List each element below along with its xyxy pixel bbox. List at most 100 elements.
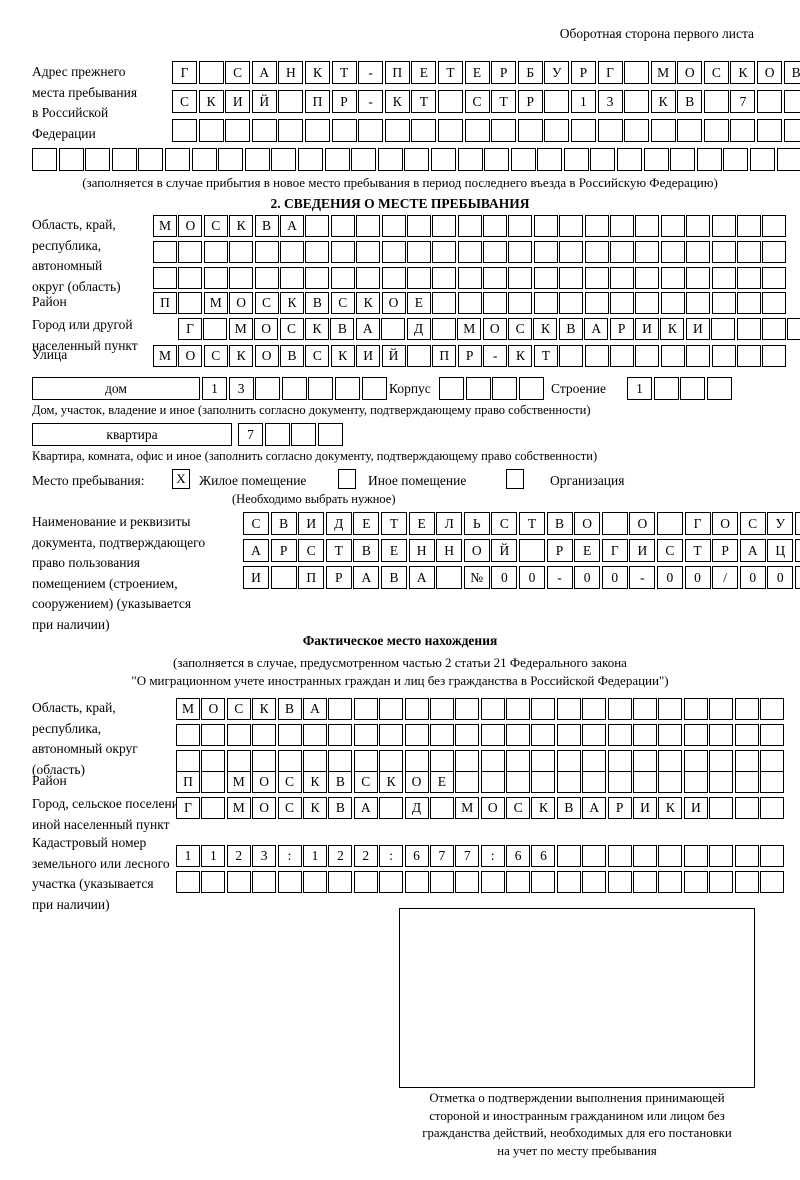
fact-district-cell-10[interactable]: О xyxy=(404,771,429,793)
prev-address-cell-14[interactable]: Б xyxy=(517,61,543,84)
document-cell-10[interactable]: С xyxy=(491,512,518,535)
prev-address-cell-10[interactable]: Е xyxy=(411,61,437,84)
prev-address-cell-1[interactable]: С xyxy=(172,90,197,113)
checkbox-residential[interactable]: X xyxy=(172,469,190,489)
document-cell-4[interactable]: Т xyxy=(325,539,352,562)
document-cell-9[interactable]: № xyxy=(463,566,490,589)
prev-address-cell-13[interactable]: Т xyxy=(491,90,517,113)
region-cell-8[interactable] xyxy=(330,241,355,263)
prev-address-cell-12[interactable] xyxy=(324,148,350,171)
cadastral-cell-24[interactable] xyxy=(759,871,784,893)
fact-region-cell-4[interactable] xyxy=(252,724,277,746)
cadastral-cell-23[interactable] xyxy=(734,871,759,893)
district-cell-5[interactable]: С xyxy=(254,292,279,314)
prev-address-row-3[interactable] xyxy=(172,119,800,142)
checkbox-other-premises[interactable] xyxy=(338,469,356,489)
cadastral-cell-7[interactable] xyxy=(328,871,353,893)
district-cell-13[interactable] xyxy=(457,292,482,314)
fact-region-cell-23[interactable] xyxy=(734,724,759,746)
city-cell-2[interactable] xyxy=(203,318,228,340)
cadastral-cell-19[interactable] xyxy=(633,845,658,867)
region-cell-4[interactable]: К xyxy=(229,215,254,237)
street-cell-19[interactable] xyxy=(610,345,635,367)
prev-address-cell-5[interactable]: Н xyxy=(278,61,304,84)
fact-city-cell-19[interactable]: И xyxy=(633,797,658,819)
prev-address-cell-1[interactable] xyxy=(32,148,57,171)
region-cell-23[interactable] xyxy=(711,215,736,237)
street-cell-15[interactable]: К xyxy=(508,345,533,367)
prev-address-cell-18[interactable] xyxy=(624,90,650,113)
stroenie-cells[interactable]: 1 xyxy=(627,377,733,400)
street-cell-12[interactable]: П xyxy=(432,345,457,367)
city-cell-14[interactable]: С xyxy=(508,318,533,340)
fact-region-cell-19[interactable] xyxy=(633,698,658,720)
document-cell-8[interactable]: Л xyxy=(436,512,463,535)
document-cell-17[interactable]: 0 xyxy=(684,566,711,589)
fact-region-cell-13[interactable] xyxy=(480,750,505,772)
region-cell-24[interactable] xyxy=(736,241,761,263)
street-cell-11[interactable] xyxy=(406,345,431,367)
prev-address-cell-17[interactable]: 3 xyxy=(597,90,623,113)
fact-region-cell-5[interactable]: В xyxy=(277,698,302,720)
prev-address-cell-24[interactable]: В xyxy=(783,61,800,84)
fact-region-cell-3[interactable] xyxy=(226,750,251,772)
district-cell-11[interactable]: Е xyxy=(406,292,431,314)
region-cell-14[interactable] xyxy=(483,267,508,289)
document-cell-13[interactable]: Е xyxy=(574,539,601,562)
cadastral-cell-15[interactable]: 6 xyxy=(531,845,556,867)
region-cell-11[interactable] xyxy=(406,241,431,263)
prev-address-cell-2[interactable] xyxy=(58,148,84,171)
cadastral-cell-18[interactable] xyxy=(607,871,632,893)
fact-district-cell-23[interactable] xyxy=(734,771,759,793)
prev-address-cell-6[interactable] xyxy=(164,148,190,171)
prev-address-cell-10[interactable] xyxy=(271,148,297,171)
region-cell-21[interactable] xyxy=(660,215,685,237)
fact-district-cell-5[interactable]: С xyxy=(277,771,302,793)
house-cell-2[interactable]: 3 xyxy=(228,377,254,400)
document-cell-3[interactable]: И xyxy=(298,512,325,535)
stroenie-cell-4[interactable] xyxy=(706,377,732,400)
cadastral-cell-11[interactable] xyxy=(429,871,454,893)
fact-district-cell-2[interactable] xyxy=(201,771,226,793)
district-cell-23[interactable] xyxy=(711,292,736,314)
fact-region-cell-18[interactable] xyxy=(607,724,632,746)
district-cell-25[interactable] xyxy=(762,292,787,314)
cadastral-cell-24[interactable] xyxy=(759,845,784,867)
prev-address-cell-12[interactable]: Е xyxy=(464,61,490,84)
prev-address-cell-11[interactable] xyxy=(437,90,463,113)
fact-region-cell-24[interactable] xyxy=(759,698,784,720)
fact-region-cell-11[interactable] xyxy=(429,698,454,720)
street-cell-20[interactable] xyxy=(635,345,660,367)
fact-district-cell-6[interactable]: К xyxy=(302,771,327,793)
district-cell-7[interactable]: В xyxy=(305,292,330,314)
house-cell-3[interactable] xyxy=(255,377,281,400)
region-cell-18[interactable] xyxy=(584,241,609,263)
document-cell-19[interactable]: А xyxy=(739,539,766,562)
fact-region-cell-12[interactable] xyxy=(455,698,480,720)
prev-address-cell-12[interactable] xyxy=(464,119,490,142)
prev-address-cell-8[interactable]: - xyxy=(358,61,384,84)
cadastral-cell-8[interactable]: 2 xyxy=(353,845,378,867)
document-cell-4[interactable]: Р xyxy=(325,566,352,589)
region-cell-10[interactable] xyxy=(381,267,406,289)
fact-region-cell-11[interactable] xyxy=(429,724,454,746)
region-cell-5[interactable] xyxy=(254,267,279,289)
cadastral-cell-16[interactable] xyxy=(556,845,581,867)
city-cell-18[interactable]: Р xyxy=(609,318,634,340)
district-cell-6[interactable]: К xyxy=(279,292,304,314)
prev-address-cell-1[interactable] xyxy=(172,119,197,142)
city-cell-17[interactable]: А xyxy=(584,318,609,340)
prev-address-cell-16[interactable]: Р xyxy=(570,61,596,84)
cadastral-cell-13[interactable]: : xyxy=(480,845,505,867)
fact-city-cell-21[interactable]: И xyxy=(683,797,708,819)
cadastral-cell-4[interactable] xyxy=(252,871,277,893)
fact-city-cell-2[interactable] xyxy=(201,797,226,819)
prev-address-cell-23[interactable] xyxy=(757,119,783,142)
document-cell-18[interactable]: / xyxy=(712,566,739,589)
fact-region-cell-2[interactable] xyxy=(201,750,226,772)
region-cell-11[interactable] xyxy=(406,267,431,289)
document-cell-15[interactable]: И xyxy=(629,539,656,562)
